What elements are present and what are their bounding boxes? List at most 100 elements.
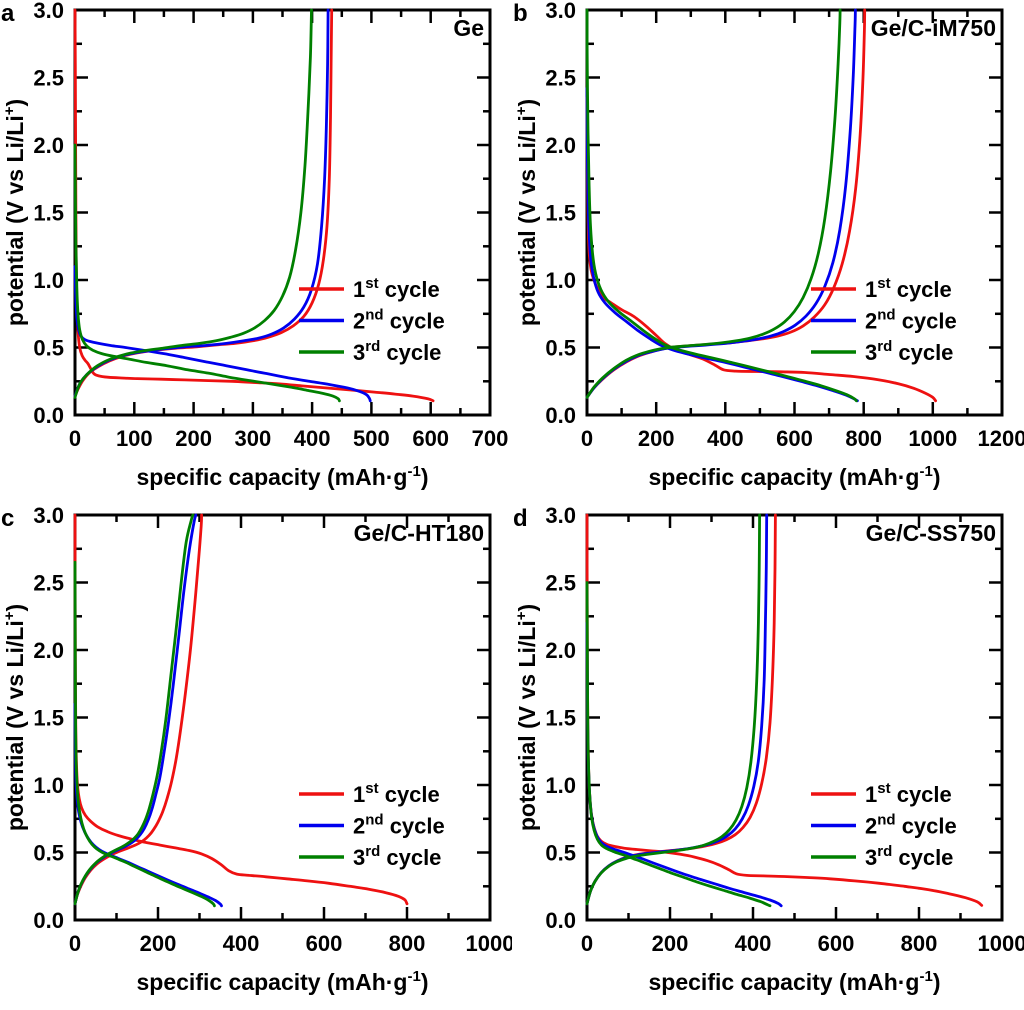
x-tick-label: 400 xyxy=(735,931,772,956)
legend-label: 1st cycle xyxy=(865,275,952,302)
y-axis-label: potential (V vs Li/Li+) xyxy=(1,99,28,326)
y-tick-label: 2.0 xyxy=(545,133,576,158)
curves xyxy=(73,513,409,908)
panel-letter-c: c xyxy=(1,505,15,532)
y-tick-label: 2.5 xyxy=(33,66,64,91)
y-tick-label: 0.0 xyxy=(545,403,576,428)
y-axis-label: potential (V vs Li/Li+) xyxy=(513,604,540,831)
legend-label: 2nd cycle xyxy=(353,307,445,334)
x-axis-label: specific capacity (mAh·g-1) xyxy=(649,463,941,490)
legend-label: 1st cycle xyxy=(353,780,440,807)
curve-3rd-cycle-charge xyxy=(585,8,842,399)
curve-1st-cycle-charge xyxy=(585,8,867,399)
panel-a: 0 100 200 300 400 500 600 700 0.0 0.5 1.0 1.5 2.0 2.5… xyxy=(0,0,512,505)
x-tick-label: 800 xyxy=(901,931,938,956)
y-tick-label: 2.5 xyxy=(545,571,576,596)
chart-canvas-c: 0 200 400 600 800 1000 0.0 0.5 1.0 1.5 2.0 2.5 3.0 sp… xyxy=(1,505,512,995)
x-tick-label: 400 xyxy=(707,426,744,451)
legend-item: 3rd cycle xyxy=(811,338,953,365)
x-tick-label: 0 xyxy=(581,426,593,451)
x-tick-label: 600 xyxy=(412,426,449,451)
curve-3rd-cycle-charge xyxy=(585,513,761,906)
x-tick-label: 1000 xyxy=(466,931,512,956)
panel-d: 0 200 400 600 800 1000 0.0 0.5 1.0 1.5 2.0 2.5 3.0 sp… xyxy=(512,505,1024,1010)
y-tick-label: 1.0 xyxy=(545,773,576,798)
panel-title-b: Ge/C-iM750 xyxy=(870,15,996,41)
legend-label: 3rd cycle xyxy=(865,338,953,365)
y-tick-label: 0.5 xyxy=(33,841,64,866)
legend-item: 3rd cycle xyxy=(299,338,441,365)
x-tick-label: 1000 xyxy=(978,931,1024,956)
y-tick-label: 1.5 xyxy=(545,706,576,731)
y-tick-label: 1.5 xyxy=(545,201,576,226)
y-tick-label: 1.0 xyxy=(33,773,64,798)
legend: 1st cycle 2nd cycle 3rd cycle xyxy=(299,780,445,870)
y-tick-label: 2.5 xyxy=(33,571,64,596)
x-tick-label: 200 xyxy=(175,426,212,451)
curve-2nd-cycle-charge xyxy=(73,8,330,398)
chart-canvas-d: 0 200 400 600 800 1000 0.0 0.5 1.0 1.5 2.0 2.5 3.0 sp… xyxy=(513,505,1024,995)
x-tick-label: 800 xyxy=(845,426,882,451)
x-tick-label: 300 xyxy=(235,426,272,451)
curve-1st-cycle-charge xyxy=(73,8,334,398)
y-axis-label: potential (V vs Li/Li+) xyxy=(513,99,540,326)
legend-label: 3rd cycle xyxy=(353,843,441,870)
x-tick-label: 600 xyxy=(776,426,813,451)
legend-label: 2nd cycle xyxy=(865,307,957,334)
y-tick-label: 1.5 xyxy=(33,201,64,226)
legend-label: 1st cycle xyxy=(353,275,440,302)
legend: 1st cycle 2nd cycle 3rd cycle xyxy=(811,780,957,870)
x-tick-label: 0 xyxy=(69,426,81,451)
x-tick-label: 100 xyxy=(116,426,153,451)
legend-item: 1st cycle xyxy=(299,275,440,302)
curve-3rd-cycle-discharge xyxy=(585,581,772,908)
panel-b: 0 200 400 600 800 1000 1200 0.0 0.5 1.0 1.5 2.0 2.5 3… xyxy=(512,0,1024,505)
x-tick-label: 1200 xyxy=(978,426,1024,451)
y-tick-label: 0.5 xyxy=(545,841,576,866)
legend-item: 2nd cycle xyxy=(299,812,445,839)
curve-3rd-cycle-charge xyxy=(73,513,195,906)
x-tick-label: 1000 xyxy=(908,426,957,451)
x-tick-label: 0 xyxy=(69,931,81,956)
curves xyxy=(73,8,435,403)
panel-letter-d: d xyxy=(513,505,528,532)
chart-canvas-b: 0 200 400 600 800 1000 1200 0.0 0.5 1.0 1.5 2.0 2.5 3… xyxy=(513,0,1024,490)
legend-item: 2nd cycle xyxy=(299,307,445,334)
legend-item: 3rd cycle xyxy=(811,843,953,870)
x-tick-label: 700 xyxy=(472,426,509,451)
legend-label: 2nd cycle xyxy=(353,812,445,839)
curve-3rd-cycle-charge xyxy=(73,8,313,399)
curve-3rd-cycle-discharge xyxy=(73,143,341,403)
y-tick-label: 0.0 xyxy=(33,908,64,933)
x-tick-label: 500 xyxy=(353,426,390,451)
curve-2nd-cycle-discharge xyxy=(73,702,223,908)
chart-canvas-a: 0 100 200 300 400 500 600 700 0.0 0.5 1.0 1.5 2.0 2.5… xyxy=(1,0,509,490)
curve-2nd-cycle-charge xyxy=(585,8,857,399)
curve-2nd-cycle-discharge xyxy=(585,86,859,403)
panel-title-c: Ge/C-HT180 xyxy=(353,520,484,546)
x-axis-label: specific capacity (mAh·g-1) xyxy=(137,463,429,490)
y-tick-label: 2.0 xyxy=(33,133,64,158)
y-tick-label: 2.0 xyxy=(545,638,576,663)
x-tick-label: 800 xyxy=(389,931,426,956)
curve-3rd-cycle-discharge xyxy=(73,560,216,908)
curves xyxy=(585,8,937,403)
legend-item: 2nd cycle xyxy=(811,307,957,334)
x-tick-label: 400 xyxy=(223,931,260,956)
y-tick-label: 0.0 xyxy=(33,403,64,428)
legend-item: 2nd cycle xyxy=(811,812,957,839)
x-axis-label: specific capacity (mAh·g-1) xyxy=(137,968,429,995)
curve-3rd-cycle-discharge xyxy=(585,8,858,403)
legend-item: 1st cycle xyxy=(299,780,440,807)
y-tick-label: 1.0 xyxy=(545,268,576,293)
x-tick-label: 0 xyxy=(581,931,593,956)
x-tick-label: 600 xyxy=(818,931,855,956)
panel-title-d: Ge/C-SS750 xyxy=(865,520,996,546)
y-tick-label: 0.5 xyxy=(33,336,64,361)
y-tick-label: 0.0 xyxy=(545,908,576,933)
panel-c: 0 200 400 600 800 1000 0.0 0.5 1.0 1.5 2.0 2.5 3.0 sp… xyxy=(0,505,512,1010)
panel-letter-a: a xyxy=(1,0,15,27)
legend-label: 3rd cycle xyxy=(865,843,953,870)
legend-item: 3rd cycle xyxy=(299,843,441,870)
